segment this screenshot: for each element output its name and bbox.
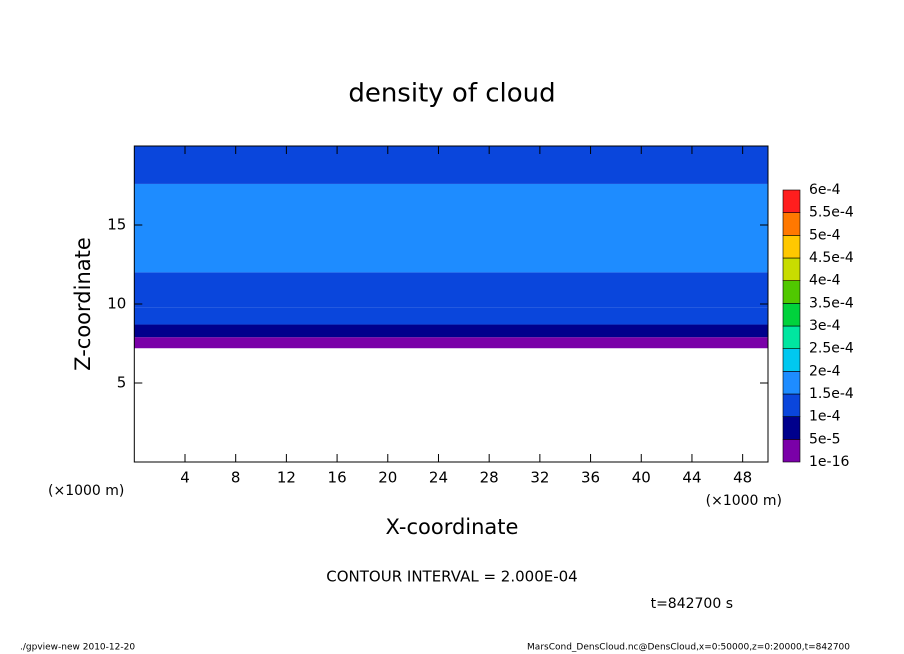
x-tick-label: 8 [231, 469, 241, 487]
colorbar-label: 6e-4 [809, 182, 841, 198]
x-tick-label: 40 [632, 469, 651, 487]
y-axis-label: Z-coordinate [71, 237, 95, 371]
contour-band [134, 183, 769, 273]
colorbar-label: 1e-4 [809, 409, 841, 425]
x-tick-label: 48 [733, 469, 752, 487]
contour-band [134, 307, 769, 325]
contour-band [134, 324, 769, 338]
colorbar-box [782, 235, 801, 259]
colorbar-box [782, 280, 801, 304]
x-unit: (×1000 m) [48, 483, 124, 499]
colorbar-label: 1e-16 [809, 454, 849, 470]
contour-band [134, 337, 769, 349]
colorbar-label: 4e-4 [809, 273, 841, 289]
x-tick-label: 32 [530, 469, 549, 487]
x-tick-label: 12 [277, 469, 296, 487]
colorbar-label: 5.5e-4 [809, 205, 854, 221]
y-tick-label: 5 [117, 374, 127, 392]
colorbar-box [782, 212, 801, 236]
colorbar-label: 2e-4 [809, 363, 841, 379]
colorbar-box [782, 439, 801, 463]
colorbar-box [782, 416, 801, 440]
x-tick-label: 20 [378, 469, 397, 487]
colorbar-label: 5e-5 [809, 431, 840, 447]
colorbar-box [782, 325, 801, 349]
colorbar-label: 3.5e-4 [809, 295, 854, 311]
colorbar-box [782, 393, 801, 417]
contour-band [134, 272, 769, 308]
colorbar-label: 4.5e-4 [809, 250, 854, 266]
chart-title: density of cloud [348, 79, 555, 109]
y-tick-label: 15 [107, 216, 126, 234]
x-tick-label: 36 [581, 469, 600, 487]
x-tick-label: 16 [328, 469, 347, 487]
colorbar-label: 5e-4 [809, 227, 841, 243]
x-axis-label: X-coordinate [386, 515, 519, 539]
x-tick-label: 44 [682, 469, 701, 487]
x-unit: (×1000 m) [706, 493, 782, 509]
colorbar-box [782, 257, 801, 281]
colorbar-label: 2.5e-4 [809, 341, 854, 357]
contour-interval: CONTOUR INTERVAL = 2.000E-04 [326, 568, 577, 586]
time-label: t=842700 s [651, 596, 733, 612]
x-tick-label: 24 [429, 469, 448, 487]
x-tick-label: 4 [180, 469, 190, 487]
x-tick-label: 28 [480, 469, 499, 487]
footer: ./gpview-new 2010-12-20 [20, 643, 135, 653]
colorbar-label: 1.5e-4 [809, 386, 854, 402]
colorbar-label: 3e-4 [809, 318, 841, 334]
footer: MarsCond_DensCloud.nc@DensCloud,x=0:5000… [527, 643, 850, 653]
y-tick-label: 10 [107, 295, 126, 313]
colorbar-box [782, 371, 801, 395]
colorbar-box [782, 189, 801, 213]
colorbar-box [782, 303, 801, 327]
contour-band [134, 146, 769, 184]
colorbar-box [782, 348, 801, 372]
